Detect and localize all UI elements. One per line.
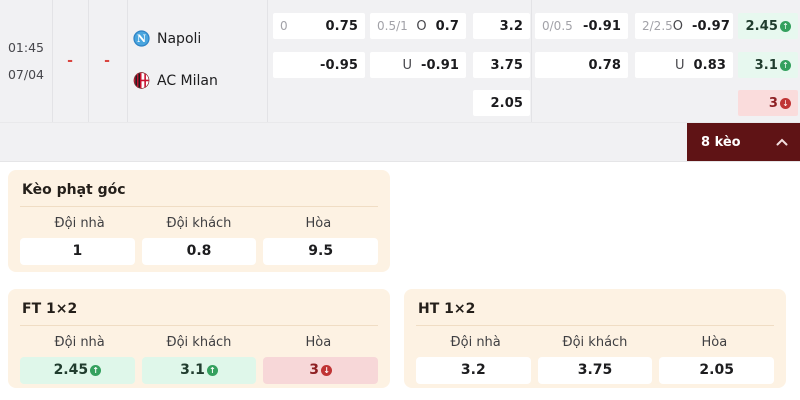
- header-draw: Hòa: [701, 335, 728, 350]
- trend-down-icon: ↓: [780, 97, 791, 109]
- home-score-dash: -: [67, 53, 73, 69]
- panel-headers: Đội nhà Đội khách Hòa: [20, 335, 378, 350]
- away-score-dash: -: [104, 53, 110, 69]
- chevron-up-icon: [776, 135, 788, 150]
- odds-cell-ht-hdp-home[interactable]: 0 0.75: [273, 13, 365, 39]
- header-away: Đội khách: [562, 335, 628, 350]
- corner-home-odds[interactable]: 1: [20, 238, 135, 265]
- trend-up-icon: ↑: [206, 365, 218, 376]
- hdp-line-label: 0: [280, 19, 288, 33]
- divider: [52, 0, 53, 122]
- ht-1x2-panel: HT 1×2 Đội nhà Đội khách Hòa 3.2 3.75 2.…: [404, 289, 786, 388]
- odds-cell-ft-under[interactable]: U 0.83: [635, 52, 733, 78]
- odds-cell-ft-hdp-home[interactable]: 0/0.5 -0.91: [535, 13, 628, 39]
- panel-title: HT 1×2: [416, 299, 774, 326]
- match-odds-strip: 01:45 07/04 - - N Napoli: [0, 0, 800, 123]
- keo-count-label: 8 kèo: [701, 134, 741, 150]
- header-draw: Hòa: [305, 335, 332, 350]
- svg-text:N: N: [137, 34, 146, 45]
- trend-up-icon: ↑: [90, 365, 102, 376]
- divider: [88, 0, 89, 122]
- kickoff-time: 01:45: [7, 40, 45, 55]
- under-label: U: [402, 57, 413, 73]
- keo-expand-button[interactable]: 8 kèo: [687, 123, 800, 161]
- odds-cell-ht-hdp-away[interactable]: -0.95: [273, 52, 365, 78]
- header-home: Đội nhà: [54, 216, 105, 231]
- header-away: Đội khách: [166, 216, 232, 231]
- header-draw: Hòa: [305, 216, 332, 231]
- panel-title: FT 1×2: [20, 299, 378, 326]
- odds-cell-ht-under[interactable]: U -0.91: [370, 52, 466, 78]
- home-team-row[interactable]: N Napoli: [133, 30, 201, 47]
- match-date: 07/04: [7, 67, 45, 82]
- ft-1x2-panel: FT 1×2 Đội nhà Đội khách Hòa 2.45 ↑ 3.1 …: [8, 289, 390, 388]
- ft-home-odds[interactable]: 2.45 ↑: [20, 357, 135, 384]
- ou-line-label: 2/2.5: [642, 19, 673, 33]
- odds-cell-ft-1x2-home[interactable]: 2.45 ↑: [738, 13, 798, 39]
- divider: [127, 0, 128, 122]
- trend-down-icon: ↓: [321, 365, 333, 376]
- odds-cell-ht-1x2-away[interactable]: 3.75: [473, 52, 530, 78]
- trend-up-icon: ↑: [780, 20, 791, 32]
- panel-headers: Đội nhà Đội khách Hòa: [20, 216, 378, 231]
- corner-odds-panel: Kèo phạt góc Đội nhà Đội khách Hòa 1 0.8…: [8, 170, 390, 272]
- under-label: U: [675, 57, 685, 73]
- sub-strip: 8 kèo: [0, 123, 800, 162]
- ht-away-odds[interactable]: 3.75: [537, 357, 653, 384]
- ht-draw-odds[interactable]: 2.05: [659, 357, 775, 384]
- napoli-logo-icon: N: [133, 30, 150, 47]
- header-away: Đội khách: [166, 335, 232, 350]
- panel-headers: Đội nhà Đội khách Hòa: [416, 335, 774, 350]
- match-time: 01:45 07/04: [0, 0, 52, 122]
- corner-draw-odds[interactable]: 9.5: [263, 238, 379, 265]
- ac-milan-logo-icon: [133, 72, 150, 89]
- odds-cell-ht-over[interactable]: 0.5/1 O 0.7: [370, 13, 466, 39]
- odds-cell-ft-1x2-draw[interactable]: 3 ↓: [738, 90, 798, 116]
- over-label: O: [416, 18, 427, 34]
- odds-cell-ht-1x2-home[interactable]: 3.2: [473, 13, 530, 39]
- divider: [531, 0, 532, 122]
- odds-cell-ft-hdp-away[interactable]: 0.78: [535, 52, 628, 78]
- divider: [267, 0, 268, 122]
- odds-cell-ht-1x2-draw[interactable]: 2.05: [473, 90, 530, 116]
- odds-cell-ft-over[interactable]: 2/2.5 O -0.97: [635, 13, 733, 39]
- away-team-row[interactable]: AC Milan: [133, 72, 218, 89]
- odds-cell-ft-1x2-away[interactable]: 3.1 ↑: [738, 52, 798, 78]
- hdp-line-label: 0/0.5: [542, 19, 573, 33]
- ft-away-odds[interactable]: 3.1 ↑: [141, 357, 257, 384]
- corner-away-odds[interactable]: 0.8: [141, 238, 257, 265]
- header-home: Đội nhà: [450, 335, 501, 350]
- ht-home-odds[interactable]: 3.2: [416, 357, 531, 384]
- over-label: O: [672, 18, 683, 34]
- ou-line-label: 0.5/1: [377, 19, 408, 33]
- header-home: Đội nhà: [54, 335, 105, 350]
- panel-title: Kèo phạt góc: [20, 180, 378, 207]
- home-team-name: Napoli: [157, 30, 202, 47]
- trend-up-icon: ↑: [780, 59, 791, 71]
- ft-draw-odds[interactable]: 3 ↓: [263, 357, 379, 384]
- away-team-name: AC Milan: [157, 72, 218, 89]
